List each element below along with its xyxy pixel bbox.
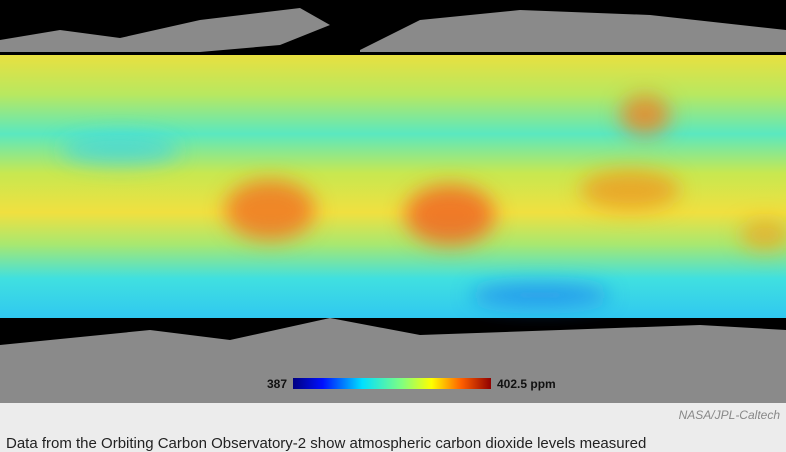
- co2-hotspots: [60, 95, 786, 307]
- credit: NASA/JPL-Caltech: [678, 408, 780, 422]
- colorbar: [293, 378, 491, 389]
- caption: Data from the Orbiting Carbon Observator…: [6, 435, 647, 452]
- colorbar-max: 402.5 ppm: [497, 377, 556, 391]
- co2-map: 387 402.5 ppm: [0, 0, 786, 403]
- land-north: [0, 8, 786, 52]
- colorbar-min: 387: [267, 377, 287, 391]
